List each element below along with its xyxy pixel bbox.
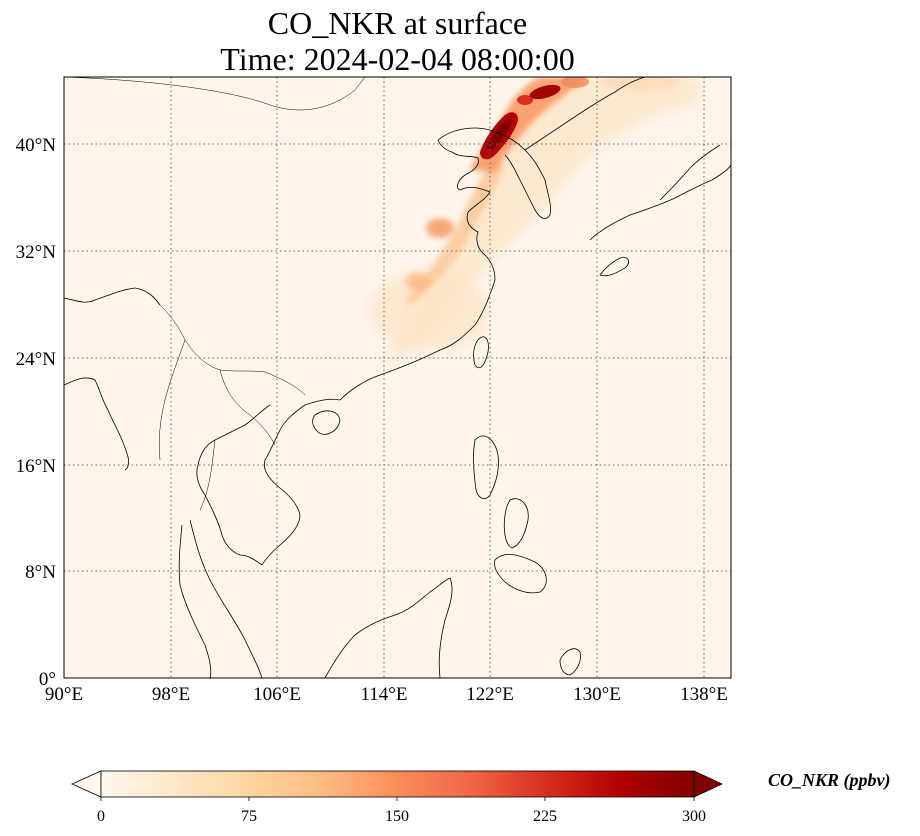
- colorbar-tick-label: 300: [682, 808, 706, 825]
- map-frame: [63, 76, 732, 679]
- lon-tick-label: 130°E: [573, 684, 621, 705]
- colorbar-tick-label: 225: [533, 808, 557, 825]
- lon-tick-label: 122°E: [466, 684, 514, 705]
- lon-tick-label: 90°E: [45, 684, 83, 705]
- coastlines: [64, 77, 731, 678]
- concentration-field: [370, 77, 700, 360]
- colorbar-tick-label: 150: [385, 808, 409, 825]
- colorbar: 0 75 150 225 300: [71, 770, 723, 825]
- colorbar-tick-label: 75: [241, 808, 257, 825]
- lon-tick-labels: 90°E 98°E 106°E 114°E 122°E 130°E 138°E: [45, 684, 728, 705]
- colorbar-extend-low: [71, 770, 102, 798]
- colorbar-label: CO_NKR (ppbv): [768, 770, 891, 790]
- lat-tick-label: 40°N: [16, 135, 57, 156]
- colorbar-tick-label: 0: [97, 808, 105, 825]
- lat-tick-labels: 0° 8°N 16°N 24°N 32°N 40°N: [16, 135, 57, 690]
- lon-tick-label: 138°E: [680, 684, 728, 705]
- colorbar-gradient: [100, 770, 695, 798]
- lat-tick-label: 24°N: [16, 349, 57, 370]
- lon-tick-label: 106°E: [253, 684, 301, 705]
- lat-tick-label: 32°N: [16, 242, 57, 263]
- colorbar-extend-high: [693, 770, 723, 798]
- lat-tick-label: 8°N: [25, 562, 56, 583]
- map-title-line2: Time: 2024-02-04 08:00:00: [220, 41, 575, 77]
- map-title-line1: CO_NKR at surface: [267, 5, 528, 41]
- gridlines: [64, 77, 731, 678]
- lat-tick-label: 16°N: [16, 456, 57, 477]
- map-background: [64, 77, 731, 678]
- lon-tick-label: 114°E: [361, 684, 408, 705]
- lon-tick-label: 98°E: [152, 684, 190, 705]
- lat-tick-label: 0°: [39, 669, 56, 690]
